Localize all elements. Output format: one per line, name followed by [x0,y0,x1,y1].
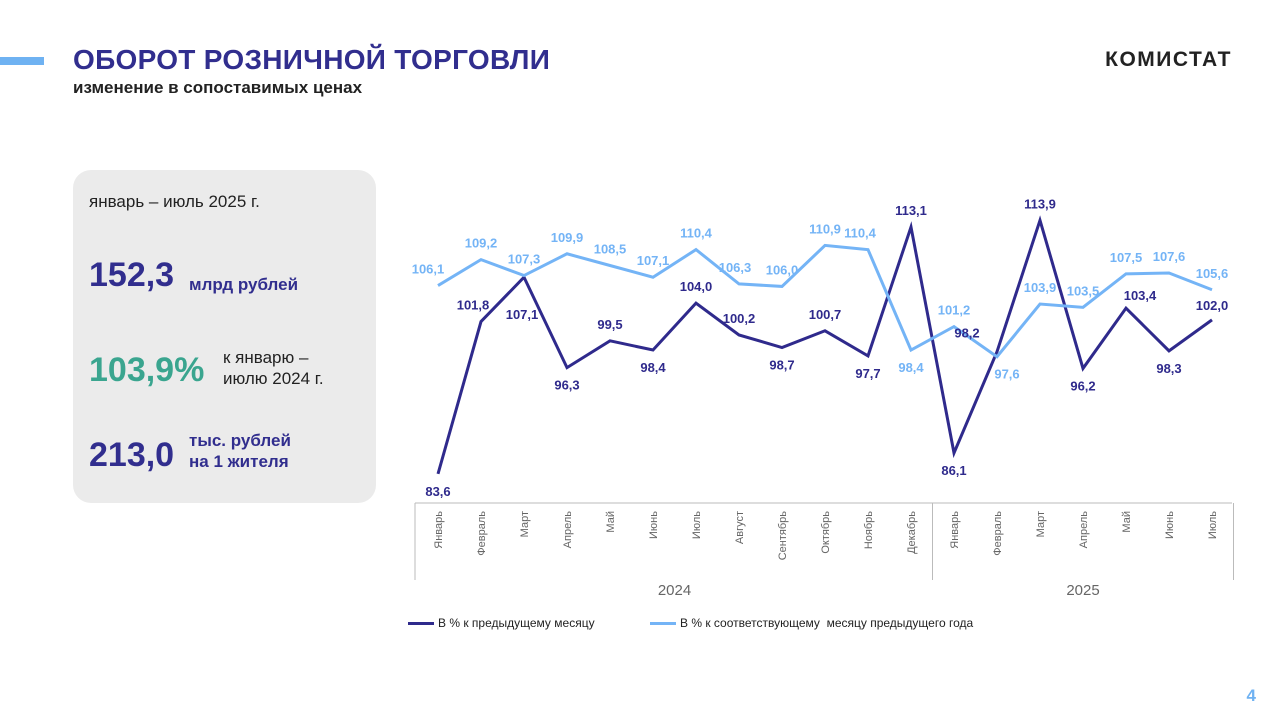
per-capita-unit-1: тыс. рублей [189,431,291,450]
x-tick-label: Март [519,511,531,537]
x-tick-label: Июль [691,511,703,539]
page-title: ОБОРОТ РОЗНИЧНОЙ ТОРГОВЛИ [73,44,551,75]
index-unit-1: к январю – [223,348,309,367]
data-label: 103,4 [1124,288,1157,303]
total-unit: млрд рублей [189,275,299,294]
data-label: 98,4 [640,360,666,375]
logo: КОМИСТАТ [1105,48,1232,71]
data-label: 108,5 [594,242,627,257]
series-line-mom [436,215,1213,475]
x-tick-label: Июль [1207,511,1219,539]
data-label: 103,5 [1067,283,1100,298]
x-tick-label: Июнь [648,511,660,539]
x-tick-label: Октябрь [820,511,832,554]
data-label: 107,1 [637,253,670,268]
data-label: 96,3 [554,378,579,393]
data-label: 101,8 [457,298,490,313]
page-number: 4 [1246,686,1256,705]
data-label: 106,1 [412,262,445,277]
data-label: 104,0 [680,279,713,294]
data-label: 113,1 [895,203,927,218]
data-label: 83,6 [425,484,450,499]
x-tick-label: Апрель [562,511,574,549]
legend-label: В % к соответствующему месяцу предыдущег… [680,616,974,630]
data-label: 109,2 [465,236,498,251]
per-capita-value: 213,0 [89,436,175,474]
data-label: 86,1 [941,463,966,478]
data-label: 98,3 [1156,361,1181,376]
x-tick-label: Июнь [1164,511,1176,539]
data-label: 100,2 [723,311,756,326]
x-tick-label: Декабрь [906,511,918,554]
x-tick-label: Январь [949,511,961,549]
year-label: 2025 [1066,582,1099,599]
data-label: 103,9 [1024,280,1057,295]
data-label: 98,7 [769,358,794,373]
data-label: 100,7 [809,307,842,322]
x-tick-label: Апрель [1078,511,1090,549]
data-label: 102,0 [1196,298,1229,313]
data-label: 107,6 [1153,249,1186,264]
index-value: 103,9% [89,351,205,389]
data-label: 106,3 [719,260,752,275]
x-tick-label: Май [605,511,617,533]
data-label: 107,5 [1110,250,1143,265]
data-label: 110,9 [809,221,841,236]
data-label: 113,9 [1024,196,1056,211]
per-capita-unit-2: на 1 жителя [189,452,289,471]
period-label: январь – июль 2025 г. [89,192,260,211]
x-tick-label: Февраль [476,511,488,556]
legend-item-yoy: В % к соответствующему месяцу предыдущег… [650,616,973,630]
x-tick-label: Ноябрь [863,511,875,549]
data-label: 106,0 [766,262,799,277]
series-line-yoy [437,243,1213,359]
x-tick-label: Январь [433,511,445,549]
data-label: 99,5 [597,317,622,332]
data-label: 97,6 [994,367,1019,382]
data-label: 110,4 [844,226,877,241]
x-tick-label: Февраль [992,511,1004,556]
x-tick-label: Август [734,511,746,544]
summary-card: январь – июль 2025 г. 152,3 млрд рублей … [73,170,376,503]
data-label: 107,1 [506,307,539,322]
legend-swatch-dark [408,621,434,625]
x-tick-label: Сентябрь [777,511,789,561]
data-label: 96,2 [1070,378,1095,393]
data-label: 97,7 [855,366,880,381]
data-label: 105,6 [1196,266,1229,281]
data-label: 110,4 [680,226,713,241]
x-tick-label: Май [1121,511,1133,533]
accent-bar [0,57,44,65]
legend-item-mom: В % к предыдущему месяцу [408,616,595,630]
total-value: 152,3 [89,256,175,294]
legend-label: В % к предыдущему месяцу [438,616,595,630]
page-subtitle: изменение в сопоставимых ценах [73,78,363,97]
data-label: 98,4 [898,360,924,375]
year-label: 2024 [658,582,691,599]
legend-swatch-light [650,621,676,625]
index-unit-2: июлю 2024 г. [223,369,324,388]
data-label: 107,3 [508,252,541,267]
data-label: 101,2 [938,303,971,318]
x-tick-label: Март [1035,511,1047,537]
data-label: 98,2 [954,326,979,341]
data-label: 109,9 [551,230,584,245]
